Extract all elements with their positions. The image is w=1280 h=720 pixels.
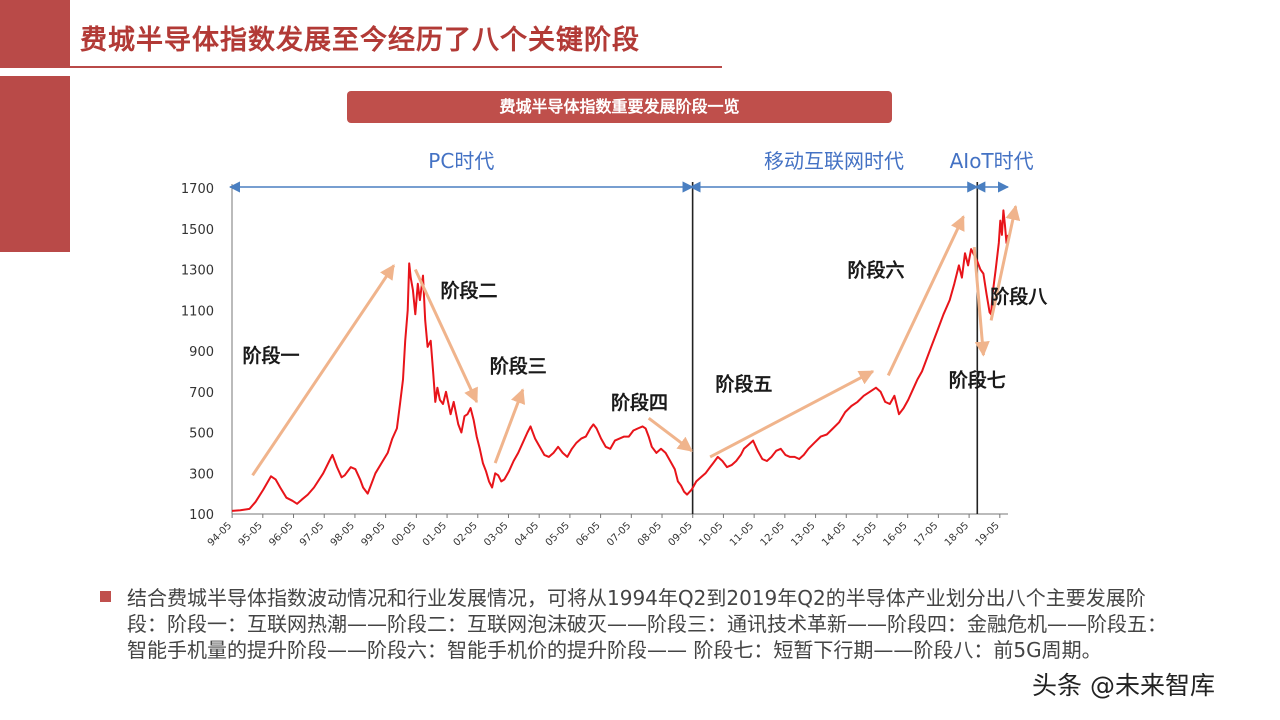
phase-arrow [972, 246, 990, 357]
accent-block-top [0, 0, 70, 68]
bullet-square-icon [100, 591, 111, 602]
x-tick-label: 14-05 [820, 520, 848, 548]
era-label: 移动互联网时代 [764, 149, 904, 173]
phase-label: 阶段八 [990, 285, 1048, 308]
x-tick-label: 06-05 [574, 520, 602, 548]
x-tick-label: 01-05 [421, 520, 449, 548]
chart-banner: 费城半导体指数重要发展阶段一览 [347, 91, 892, 123]
phase-label: 阶段六 [847, 259, 904, 282]
y-tick-label: 100 [189, 508, 214, 523]
watermark: 头条 @未来智库 [1032, 671, 1215, 700]
x-tick-label: 99-05 [359, 520, 387, 548]
phase-arrow [251, 264, 396, 477]
phase-label: 阶段二 [441, 279, 498, 302]
phase-label: 阶段五 [715, 373, 772, 396]
x-tick-label: 97-05 [298, 520, 326, 548]
y-tick-label: 1100 [181, 304, 214, 319]
x-tick-label: 95-05 [237, 520, 265, 548]
x-tick-label: 15-05 [851, 520, 879, 548]
era-label: AIoT时代 [950, 149, 1034, 173]
footnote-text: 结合费城半导体指数波动情况和行业发展情况，可将从1994年Q2到2019年Q2的… [127, 586, 1167, 662]
y-tick-label: 1300 [181, 264, 214, 279]
sox-index-line [231, 209, 1009, 512]
y-tick-label: 1500 [181, 223, 214, 238]
phase-label: 阶段一 [242, 344, 299, 367]
y-tick-label: 1700 [181, 182, 214, 197]
x-tick-label: 98-05 [329, 520, 357, 548]
era-label: PC时代 [428, 149, 494, 173]
x-tick-label: 02-05 [452, 520, 480, 548]
x-tick-label: 13-05 [789, 520, 817, 548]
phase-arrow [886, 215, 965, 377]
sox-index-chart: 100 300 500 700 900 1100 1300 1500 1700 94-05 95-0… [181, 149, 1048, 549]
phase-arrow [493, 388, 526, 464]
x-tick-label: 10-05 [697, 520, 725, 548]
slide-title: 费城半导体指数发展至今经历了八个关键阶段 [80, 25, 640, 56]
y-tick-label: 700 [189, 386, 214, 401]
x-tick-label: 16-05 [881, 520, 909, 548]
phase-arrow [989, 204, 1021, 321]
y-tick-label: 300 [189, 467, 214, 482]
x-tick-label: 08-05 [636, 520, 664, 548]
phase-label: 阶段三 [490, 354, 547, 377]
phase-arrow [413, 268, 479, 404]
x-tick-label: 03-05 [482, 520, 510, 548]
x-tick-label: 17-05 [912, 520, 940, 548]
accent-block-side [0, 76, 70, 252]
y-tick-label: 900 [189, 345, 214, 360]
phase-label: 阶段七 [949, 369, 1006, 392]
y-tick-label: 500 [189, 427, 214, 442]
phase-label: 阶段四 [611, 391, 668, 414]
x-tick-label: 09-05 [667, 520, 695, 548]
x-tick-label: 04-05 [513, 520, 541, 548]
phase-arrow [709, 370, 875, 459]
x-tick-label: 96-05 [267, 520, 295, 548]
footnote: 结合费城半导体指数波动情况和行业发展情况，可将从1994年Q2到2019年Q2的… [100, 585, 1180, 663]
title-underline [70, 66, 722, 68]
x-tick-label: 18-05 [943, 520, 971, 548]
x-tick-label: 11-05 [728, 520, 756, 548]
x-tick-label: 12-05 [759, 520, 787, 548]
x-tick-label: 00-05 [390, 520, 418, 548]
phase-arrow [647, 417, 693, 453]
x-tick-label: 05-05 [544, 520, 572, 548]
x-tick-label: 19-05 [974, 520, 1002, 548]
x-tick-label: 94-05 [206, 520, 234, 548]
x-tick-label: 07-05 [605, 520, 633, 548]
